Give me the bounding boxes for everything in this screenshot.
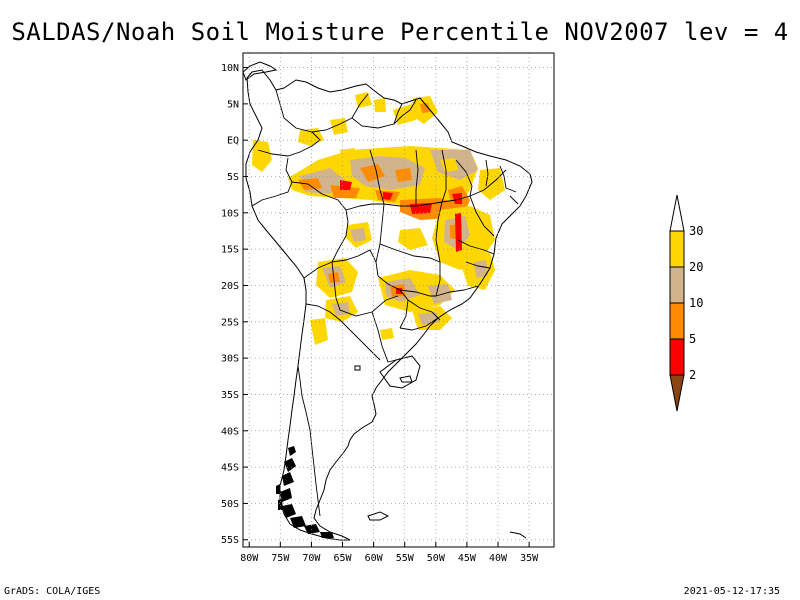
chile-archipelago [276, 446, 334, 538]
lon-tick-label: 65W [333, 553, 352, 564]
lat-tick-label: 5S [227, 172, 239, 183]
shading-east [346, 206, 495, 290]
lat-tick-label: 35S [221, 390, 239, 401]
lon-tick-label: 55W [396, 553, 415, 564]
latitude-labels: 10N 5N EQ 5S 10S 15S 20S 25S 30S 35S 40S 45S 50S 55S [221, 63, 248, 546]
lat-tick-label: 40S [221, 426, 239, 437]
lon-tick-label: 35W [520, 553, 539, 564]
lat-tick-label: 45S [221, 463, 239, 474]
colorbar-segment [669, 266, 685, 304]
lon-tick-label: 50W [427, 553, 446, 564]
colorbar-arrow-bottom [669, 374, 685, 412]
colorbar-level-label: 30 [689, 224, 703, 238]
colorbar-level-label: 10 [689, 296, 703, 310]
coastline-layer [243, 61, 533, 541]
lon-tick-label: 80W [240, 553, 259, 564]
lat-tick-label: 10S [221, 208, 239, 219]
colorbar-segment [669, 302, 685, 340]
lon-tick-label: 45W [458, 553, 477, 564]
lat-tick-label: 5N [227, 99, 239, 110]
south-america-coastline [245, 69, 533, 541]
lat-tick-label: 20S [221, 281, 239, 292]
colorbar-level-label: 2 [689, 368, 696, 382]
colorbar-level-label: 5 [689, 332, 696, 346]
footer-credit: GrADS: COLA/IGES [4, 586, 101, 597]
longitude-labels: 80W 75W 70W 65W 60W 55W 50W 45W 40W 35W [240, 542, 539, 564]
lon-tick-label: 40W [489, 553, 508, 564]
lat-tick-label: 50S [221, 499, 239, 510]
lat-tick-label: 30S [221, 354, 239, 365]
map-title: SALDAS/Noah Soil Moisture Percentile NOV… [11, 18, 789, 46]
lat-tick-label: EQ [227, 136, 239, 147]
plot-frame [242, 52, 555, 548]
colorbar-segment [669, 230, 685, 268]
lat-tick-label: 25S [221, 317, 239, 328]
lat-tick-label: 15S [221, 245, 239, 256]
shading-south [310, 258, 455, 345]
footer-timestamp: 2021-05-12-17:35 [683, 586, 780, 597]
colorbar-legend: 30 20 10 5 2 [669, 194, 703, 412]
lat-tick-label: 55S [221, 535, 239, 546]
lon-tick-label: 60W [365, 553, 384, 564]
country-borders [251, 89, 519, 517]
lon-tick-label: 75W [271, 553, 290, 564]
colorbar-arrow-top [669, 194, 685, 232]
lon-tick-label: 70W [302, 553, 321, 564]
lat-tick-label: 10N [221, 63, 239, 74]
colorbar-level-label: 20 [689, 260, 703, 274]
colorbar-segment [669, 338, 685, 376]
